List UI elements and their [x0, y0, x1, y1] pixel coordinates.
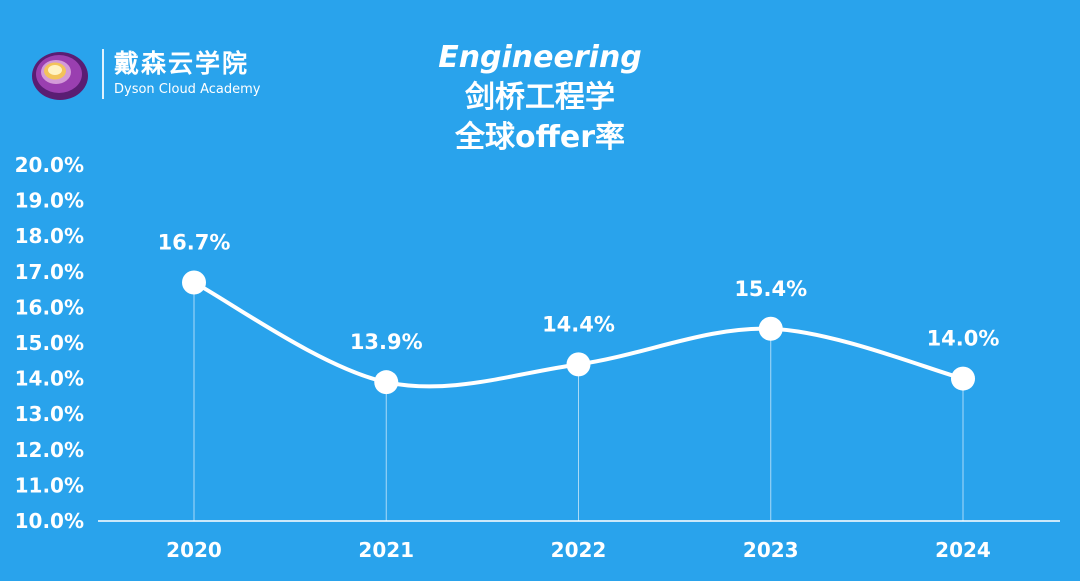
y-tick-label: 11.0%	[15, 473, 84, 497]
drop-lines	[193, 282, 964, 521]
data-point	[758, 316, 783, 341]
y-tick-label: 12.0%	[15, 438, 84, 462]
y-tick-label: 18.0%	[15, 224, 84, 248]
x-axis: 2020 2021 2022 2023 2024	[98, 520, 1060, 562]
title-line-3: 全球offer率	[454, 120, 626, 155]
y-tick-label: 16.0%	[15, 295, 84, 319]
y-axis: 10.0% 11.0% 12.0% 13.0% 14.0% 15.0% 16.0% 17.0%…	[15, 153, 84, 533]
data-label: 14.4%	[542, 312, 615, 336]
y-tick-label: 10.0%	[15, 509, 84, 533]
data-point	[951, 366, 975, 391]
data-label: 16.7%	[158, 230, 231, 254]
brand-text: 戴森云学院 Dyson Cloud Academy	[114, 49, 260, 99]
y-tick-label: 13.0%	[15, 402, 84, 426]
y-tick-label: 20.0%	[15, 153, 84, 177]
data-label: 13.9%	[350, 330, 423, 354]
x-tick-label: 2021	[358, 538, 414, 562]
chart-title: Engineering 剑桥工程学 全球offer率	[370, 38, 710, 158]
data-label: 14.0%	[927, 327, 1000, 351]
data-labels: 16.7% 13.9% 14.4% 15.4% 14.0%	[158, 230, 1000, 354]
title-line-1: Engineering	[438, 40, 642, 75]
y-tick-label: 17.0%	[15, 260, 84, 284]
brand-logo: 戴森云学院 Dyson Cloud Academy	[30, 44, 260, 104]
data-point	[374, 370, 399, 395]
x-tick-label: 2020	[166, 538, 222, 562]
x-tick-label: 2024	[935, 538, 991, 562]
logo-divider	[102, 49, 104, 99]
y-tick-label: 15.0%	[15, 331, 84, 355]
data-point	[182, 270, 206, 295]
x-tick-label: 2022	[551, 538, 607, 562]
data-label: 15.4%	[734, 277, 807, 301]
y-tick-label: 19.0%	[15, 189, 84, 213]
dyson-logo-icon	[32, 52, 88, 100]
x-tick-label: 2023	[743, 538, 799, 562]
data-point	[566, 352, 591, 377]
data-points	[182, 270, 975, 395]
title-line-2: 剑桥工程学	[465, 80, 615, 115]
brand-name-cn: 戴森云学院	[114, 49, 250, 78]
brand-name-en: Dyson Cloud Academy	[114, 82, 261, 97]
y-tick-label: 14.0%	[15, 367, 84, 391]
